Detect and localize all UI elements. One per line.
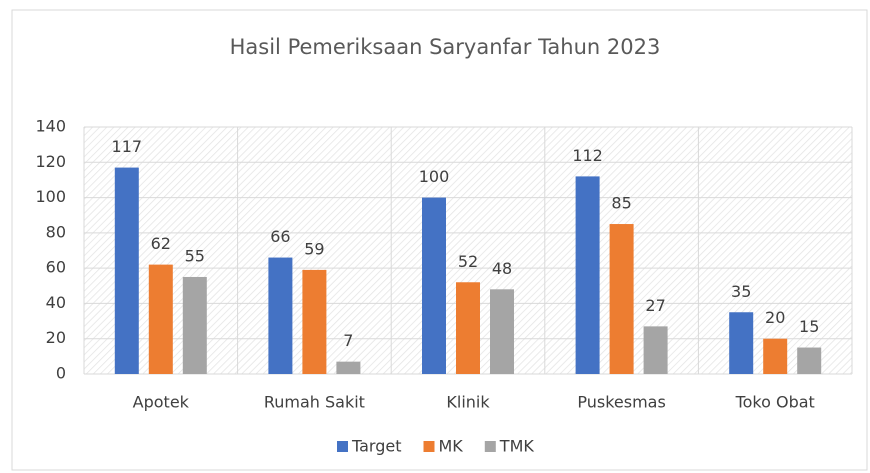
y-tick-label: 40 [46, 293, 66, 312]
bar [763, 338, 788, 374]
bar [609, 224, 634, 374]
bar [643, 326, 668, 374]
bar [490, 289, 514, 374]
x-tick-label: Toko Obat [735, 393, 815, 412]
data-label: 66 [270, 227, 290, 246]
x-tick-label: Puskesmas [577, 393, 665, 412]
y-tick-label: 20 [46, 328, 66, 347]
data-label: 48 [492, 259, 512, 278]
data-label: 15 [799, 317, 819, 336]
legend-swatch [484, 441, 496, 452]
data-label: 7 [343, 331, 353, 350]
x-tick-label: Apotek [133, 393, 190, 412]
legend-label: TMK [499, 437, 535, 456]
data-label: 35 [731, 282, 751, 301]
x-tick-label: Rumah Sakit [264, 393, 365, 412]
y-tick-label: 120 [35, 152, 66, 171]
chart-title: Hasil Pemeriksaan Saryanfar Tahun 2023 [230, 35, 661, 59]
data-label: 62 [151, 234, 171, 253]
bar [182, 276, 207, 374]
legend-label: Target [351, 437, 402, 456]
bar [456, 282, 480, 374]
data-label: 112 [572, 146, 603, 165]
data-label: 85 [611, 194, 631, 213]
bar [797, 347, 822, 374]
legend-swatch [337, 441, 348, 452]
bar [336, 361, 361, 374]
y-tick-label: 60 [46, 258, 66, 277]
data-label: 117 [112, 137, 143, 156]
bar [729, 312, 754, 374]
bar [148, 264, 173, 374]
y-tick-label: 140 [35, 117, 66, 136]
data-label: 55 [185, 246, 205, 265]
y-tick-label: 80 [46, 222, 66, 241]
data-label: 59 [304, 239, 324, 258]
legend-swatch [423, 441, 435, 452]
y-tick-label: 100 [35, 187, 66, 206]
x-tick-label: Klinik [446, 393, 490, 412]
legend-label: MK [439, 437, 464, 456]
bar [422, 197, 446, 374]
data-label: 100 [419, 167, 450, 186]
bar [114, 167, 139, 374]
data-label: 52 [458, 252, 478, 271]
y-tick-label: 0 [56, 364, 66, 383]
bar [575, 176, 600, 374]
data-label: 27 [645, 296, 665, 315]
bar [268, 257, 293, 374]
data-label: 20 [765, 308, 785, 327]
bar [302, 269, 327, 374]
